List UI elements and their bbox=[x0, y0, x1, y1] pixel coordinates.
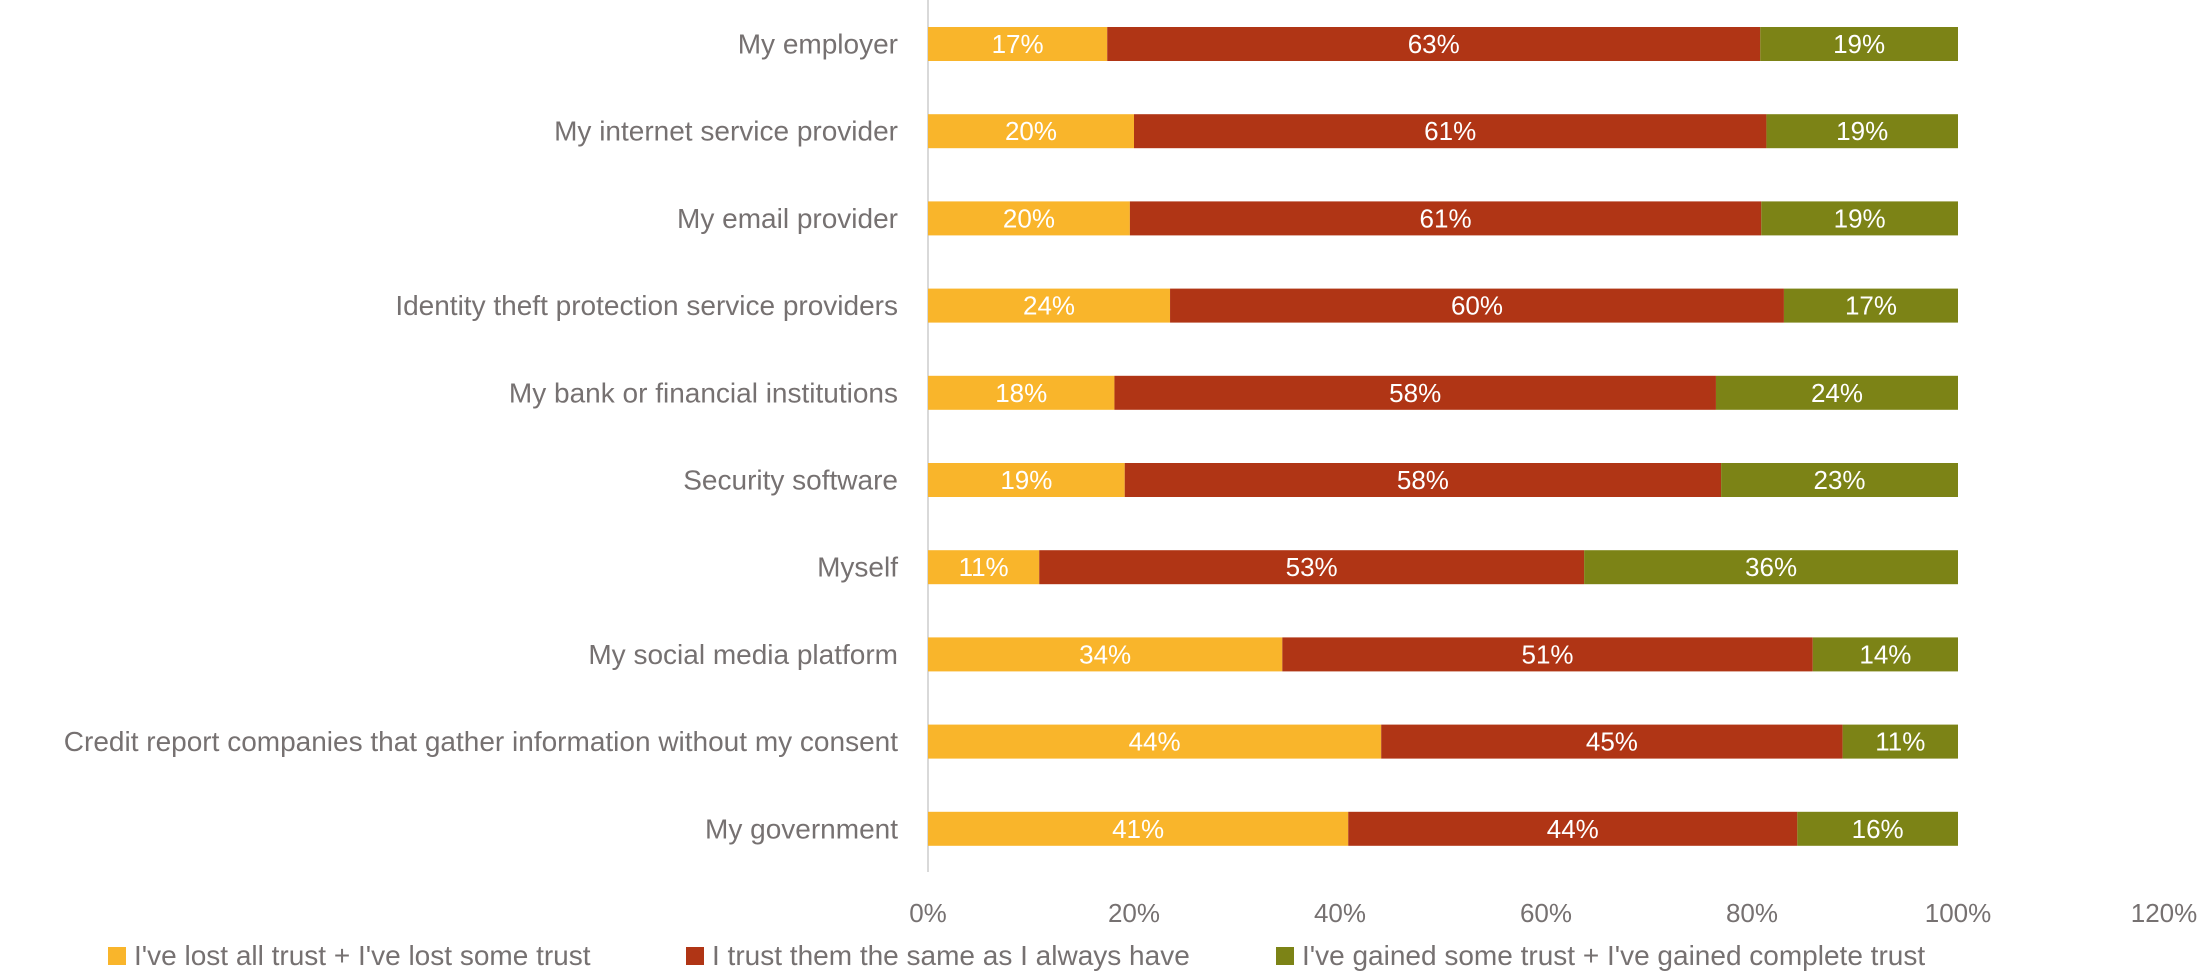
data-label: 18% bbox=[995, 378, 1047, 408]
x-tick-label: 120% bbox=[2131, 898, 2198, 928]
bar-segment bbox=[1783, 288, 1958, 323]
category-label: My internet service provider bbox=[554, 116, 898, 147]
bar-segment bbox=[928, 114, 1134, 149]
category-label: Identity theft protection service provid… bbox=[395, 290, 898, 321]
data-label: 41% bbox=[1112, 814, 1164, 844]
data-label: 53% bbox=[1286, 552, 1338, 582]
bar-segment bbox=[1039, 550, 1585, 585]
bar-segment bbox=[1812, 637, 1958, 672]
data-label: 61% bbox=[1424, 116, 1476, 146]
data-label: 14% bbox=[1859, 639, 1911, 669]
legend: I've lost all trust + I've lost some tru… bbox=[0, 936, 2203, 976]
x-tick-label: 100% bbox=[1925, 898, 1992, 928]
category-label: Myself bbox=[817, 552, 898, 583]
bar-segment bbox=[1282, 637, 1813, 672]
data-label: 44% bbox=[1547, 814, 1599, 844]
bar-segment bbox=[1721, 463, 1958, 497]
legend-swatch bbox=[686, 947, 704, 965]
legend-item: I've lost all trust + I've lost some tru… bbox=[108, 936, 591, 976]
bar-segment bbox=[928, 288, 1171, 323]
data-label: 60% bbox=[1451, 291, 1503, 321]
data-label: 19% bbox=[1000, 465, 1052, 495]
bar-segment bbox=[928, 550, 1040, 585]
bar-segment bbox=[1760, 27, 1958, 61]
category-label: Credit report companies that gather info… bbox=[64, 726, 898, 757]
data-label: 23% bbox=[1814, 465, 1866, 495]
data-label: 61% bbox=[1420, 203, 1472, 233]
bar-segment bbox=[1766, 114, 1958, 149]
data-label: 44% bbox=[1129, 727, 1181, 757]
bar-segment bbox=[1715, 375, 1958, 410]
x-tick-label: 40% bbox=[1314, 898, 1366, 928]
bar-segment bbox=[1797, 811, 1958, 846]
data-label: 20% bbox=[1005, 116, 1057, 146]
category-label: My email provider bbox=[677, 203, 898, 234]
data-label: 24% bbox=[1023, 291, 1075, 321]
legend-label: I trust them the same as I always have bbox=[712, 940, 1190, 971]
data-label: 17% bbox=[992, 29, 1044, 59]
legend-label: I've gained some trust + I've gained com… bbox=[1302, 940, 1926, 971]
bar-segment bbox=[1381, 724, 1843, 759]
x-axis-tick-labels: 0% 20% 40% 60% 80% 100% 120% bbox=[909, 898, 2197, 928]
data-label: 19% bbox=[1834, 203, 1886, 233]
bar-segment bbox=[928, 201, 1130, 236]
bar-segment bbox=[928, 375, 1115, 410]
bar-segment bbox=[1170, 288, 1784, 323]
data-label: 19% bbox=[1836, 116, 1888, 146]
x-tick-label: 0% bbox=[909, 898, 947, 928]
data-label: 58% bbox=[1397, 465, 1449, 495]
category-label: My government bbox=[705, 813, 898, 844]
x-tick-label: 20% bbox=[1108, 898, 1160, 928]
bar-segment bbox=[928, 463, 1125, 497]
bar-segment bbox=[928, 637, 1283, 672]
data-label: 63% bbox=[1408, 29, 1460, 59]
bar-segment bbox=[1114, 375, 1716, 410]
data-label: 51% bbox=[1522, 639, 1574, 669]
legend-item: I've gained some trust + I've gained com… bbox=[1276, 936, 1925, 976]
bar-segment bbox=[1124, 463, 1722, 497]
category-label: My social media platform bbox=[588, 639, 898, 670]
legend-label: I've lost all trust + I've lost some tru… bbox=[134, 940, 591, 971]
bar-segment bbox=[1761, 201, 1958, 236]
data-label: 45% bbox=[1586, 727, 1638, 757]
bar-segment bbox=[1107, 27, 1761, 61]
category-labels: My employer My internet service provider M… bbox=[64, 29, 898, 845]
data-label: 36% bbox=[1745, 552, 1797, 582]
stacked-bar-chart: 17% 63% 19% 20% 61% 19% 20% 61% 19% 24% 60% 17% 18% 5… bbox=[64, 0, 2197, 928]
x-tick-label: 80% bbox=[1726, 898, 1778, 928]
data-label: 34% bbox=[1079, 639, 1131, 669]
bar-segment bbox=[928, 724, 1382, 759]
legend-item: I trust them the same as I always have bbox=[686, 936, 1190, 976]
bar-segment bbox=[928, 811, 1349, 846]
data-label: 19% bbox=[1833, 29, 1885, 59]
legend-swatch bbox=[1276, 947, 1294, 965]
bars-group: 17% 63% 19% 20% 61% 19% 20% 61% 19% 24% 60% 17% 18% 5… bbox=[928, 27, 1958, 846]
bar-segment bbox=[1584, 550, 1958, 585]
data-label: 24% bbox=[1811, 378, 1863, 408]
bar-segment bbox=[1842, 724, 1958, 759]
data-label: 16% bbox=[1852, 814, 1904, 844]
category-label: My employer bbox=[738, 29, 898, 60]
bar-segment bbox=[928, 27, 1108, 61]
category-label: Security software bbox=[683, 465, 898, 496]
data-label: 20% bbox=[1003, 203, 1055, 233]
legend-swatch bbox=[108, 947, 126, 965]
data-label: 11% bbox=[1875, 727, 1925, 757]
bar-segment bbox=[1129, 201, 1762, 236]
data-label: 17% bbox=[1845, 291, 1897, 321]
bar-segment bbox=[1134, 114, 1767, 149]
bar-segment bbox=[1348, 811, 1798, 846]
x-tick-label: 60% bbox=[1520, 898, 1572, 928]
data-label: 11% bbox=[959, 552, 1009, 582]
category-label: My bank or financial institutions bbox=[509, 377, 898, 408]
data-label: 58% bbox=[1389, 378, 1441, 408]
